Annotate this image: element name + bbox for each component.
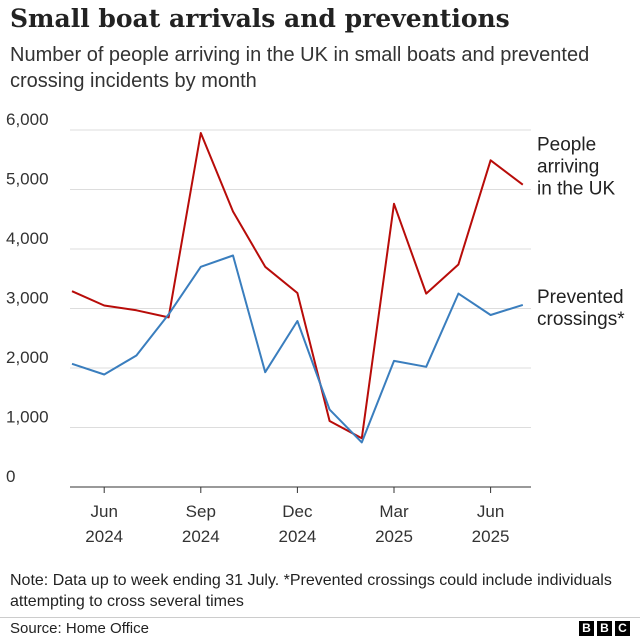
x-tick-label-month: Mar — [379, 502, 409, 521]
logo-letter: C — [615, 621, 630, 636]
y-tick-label: 1,000 — [6, 408, 49, 427]
series-label: crossings* — [537, 309, 625, 330]
y-tick-label: 3,000 — [6, 289, 49, 308]
y-tick-label: 6,000 — [6, 110, 49, 129]
x-tick-label-month: Jun — [90, 502, 117, 521]
logo-letter: B — [597, 621, 612, 636]
x-tick-label-month: Dec — [282, 502, 313, 521]
footer-divider — [0, 617, 640, 618]
series-label: Prevented — [537, 287, 624, 308]
x-tick-label-year: 2024 — [278, 527, 316, 546]
source-credit: Source: Home Office — [10, 620, 149, 637]
line-chart: 0 1,000 2,000 3,000 4,000 5,000 6,000 Jun 2024 Se… — [6, 110, 625, 546]
x-tick-label-year: 2024 — [85, 527, 123, 546]
chart-note: Note: Data up to week ending 31 July. *P… — [10, 572, 612, 610]
series-label: arriving — [537, 157, 599, 178]
chart-title: Small boat arrivals and preventions — [10, 4, 510, 33]
x-tick-label-month: Sep — [186, 502, 216, 521]
series-line-arrivals — [71, 132, 524, 440]
y-tick-label: 0 — [6, 467, 15, 486]
x-tick-label-month: Jun — [477, 502, 504, 521]
series-label: in the UK — [537, 179, 615, 200]
y-tick-label: 4,000 — [6, 229, 49, 248]
y-tick-label: 2,000 — [6, 348, 49, 367]
logo-letter: B — [579, 621, 594, 636]
series-label: People — [537, 135, 596, 156]
series-line-prevented — [71, 254, 524, 444]
y-tick-label: 5,000 — [6, 170, 49, 189]
x-tick-label-year: 2024 — [182, 527, 220, 546]
bbc-logo: B B C — [579, 621, 630, 636]
x-tick-label-year: 2025 — [375, 527, 413, 546]
chart-subtitle: Number of people arriving in the UK in s… — [10, 44, 590, 92]
x-tick-label-year: 2025 — [472, 527, 510, 546]
